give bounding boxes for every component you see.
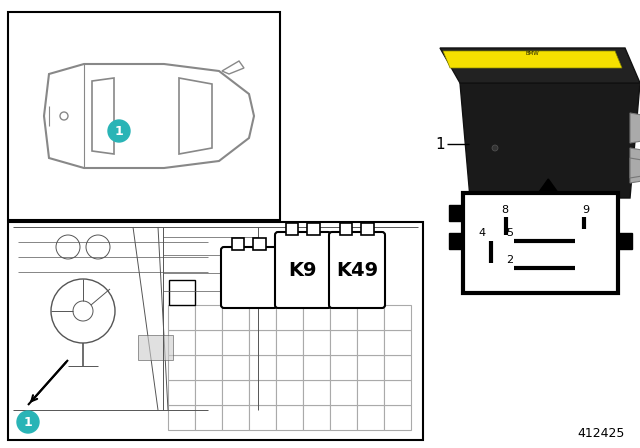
Text: 2: 2 (506, 255, 513, 265)
Bar (232, 238, 244, 250)
Bar (303, 330, 330, 355)
Bar (168, 405, 195, 430)
Bar (357, 305, 384, 330)
Bar (618, 233, 632, 249)
Bar (285, 223, 298, 235)
Bar (449, 205, 463, 221)
Bar (449, 233, 463, 249)
Bar (303, 305, 330, 330)
Text: 412425: 412425 (578, 427, 625, 440)
FancyBboxPatch shape (275, 232, 331, 308)
Bar (357, 355, 384, 380)
Bar (276, 380, 303, 405)
Bar (249, 405, 276, 430)
Bar (222, 355, 249, 380)
Bar (195, 330, 222, 355)
Bar (253, 238, 266, 250)
Text: 5: 5 (506, 228, 513, 238)
Bar (222, 330, 249, 355)
Bar (339, 223, 352, 235)
Bar (249, 380, 276, 405)
Bar (330, 355, 357, 380)
Bar (8, 12, 280, 220)
Polygon shape (538, 179, 558, 193)
FancyBboxPatch shape (221, 247, 277, 308)
Bar (195, 355, 222, 380)
Circle shape (492, 145, 498, 151)
Polygon shape (630, 158, 640, 178)
Bar (384, 405, 411, 430)
Bar (330, 330, 357, 355)
Bar (357, 380, 384, 405)
Text: 9: 9 (582, 205, 589, 215)
Bar (303, 380, 330, 405)
Bar (276, 355, 303, 380)
Circle shape (17, 411, 39, 433)
Bar (195, 380, 222, 405)
Circle shape (108, 120, 130, 142)
Bar (276, 330, 303, 355)
Bar (330, 405, 357, 430)
Polygon shape (630, 113, 640, 143)
Bar (307, 223, 319, 235)
Text: 1: 1 (435, 137, 445, 151)
Bar (463, 193, 618, 293)
Bar (357, 405, 384, 430)
Bar (222, 405, 249, 430)
Bar (168, 305, 195, 330)
Bar (168, 380, 195, 405)
Polygon shape (440, 48, 640, 83)
FancyBboxPatch shape (329, 232, 385, 308)
Bar (249, 305, 276, 330)
Bar (361, 223, 374, 235)
Bar (276, 305, 303, 330)
Text: 8: 8 (501, 205, 508, 215)
Bar (249, 330, 276, 355)
Bar (384, 355, 411, 380)
Polygon shape (443, 51, 622, 68)
Bar (168, 355, 195, 380)
Bar (222, 305, 249, 330)
Text: BMW: BMW (525, 51, 539, 56)
Bar (195, 305, 222, 330)
Bar (170, 280, 195, 305)
Bar (303, 405, 330, 430)
Text: 1: 1 (115, 125, 124, 138)
Bar (168, 330, 195, 355)
Bar (222, 380, 249, 405)
Bar (303, 355, 330, 380)
Bar (384, 330, 411, 355)
Bar (384, 305, 411, 330)
Polygon shape (460, 83, 640, 198)
Text: K49: K49 (336, 260, 378, 280)
Bar (384, 380, 411, 405)
Bar (195, 405, 222, 430)
Bar (330, 380, 357, 405)
Polygon shape (630, 148, 640, 183)
Text: 4: 4 (479, 228, 486, 238)
Bar (249, 355, 276, 380)
Bar (138, 335, 173, 360)
Bar (357, 330, 384, 355)
Text: K9: K9 (289, 260, 317, 280)
Bar (8, 222, 423, 440)
Bar (330, 305, 357, 330)
Bar (276, 405, 303, 430)
Text: 1: 1 (24, 415, 33, 428)
